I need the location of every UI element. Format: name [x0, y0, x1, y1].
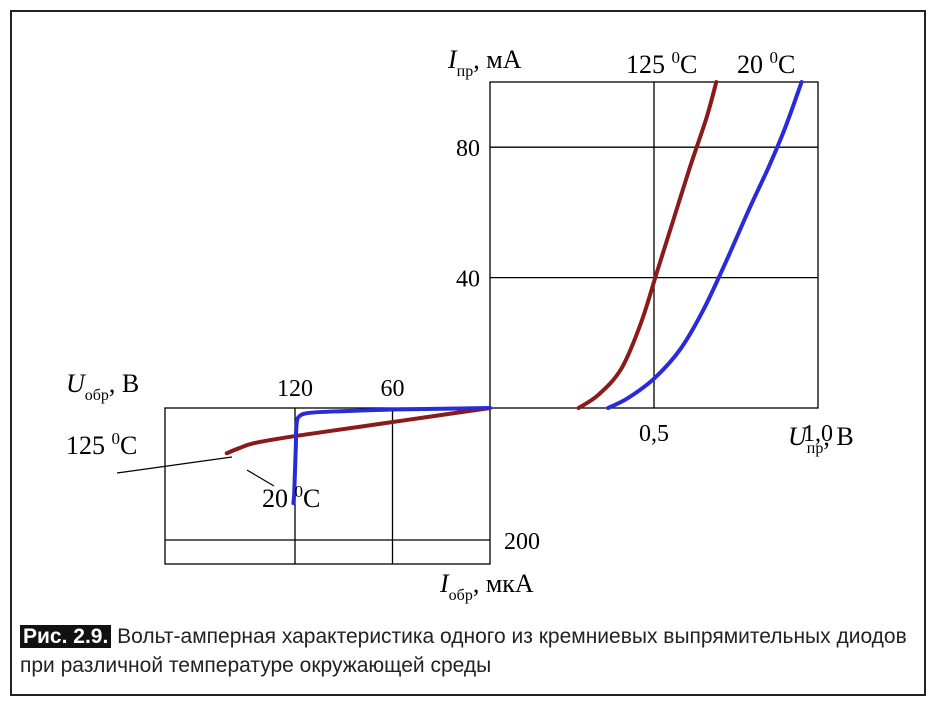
y-reverse-axis-label: Iобр, мкА [439, 569, 534, 604]
tick-labels: 0,5 1,0 40 80 60 120 200 [277, 136, 833, 555]
reverse-curve-125c [224, 406, 492, 456]
forward-x-tick-label: 1,0 [803, 421, 833, 447]
figure-caption: Рис. 2.9. Вольт-амперная характеристика … [20, 622, 920, 680]
forward-curve-20c [606, 80, 804, 410]
y-forward-axis-label: Iпр, мА [447, 45, 522, 80]
curves [224, 80, 804, 506]
reverse-x-tick-label: 120 [277, 376, 313, 402]
forward-quadrant-border [489, 81, 819, 409]
reverse-curve-20c [291, 406, 492, 506]
reverse-y-tick-label: 200 [504, 529, 540, 555]
reverse-20c-leader-line [246, 469, 275, 487]
forward-125c-label: 125 0C [626, 48, 697, 79]
reverse-x-tick-label: 60 [381, 376, 405, 402]
figure-number-label: Рис. 2.9. [20, 625, 112, 648]
x-forward-axis-label: Uпр, В [788, 422, 854, 457]
forward-y-tick-label: 40 [456, 267, 480, 293]
forward-y-tick-label: 80 [456, 136, 480, 162]
reverse-125c-leader-line [116, 456, 233, 474]
x-reverse-axis-label: Uобр, В [66, 369, 139, 404]
reverse-20c-label: 20 0C [262, 482, 320, 513]
figure-caption-text: Вольт-амперная характеристика одного из … [20, 625, 907, 677]
reverse-125c-label: 125 0C [66, 429, 137, 460]
forward-curve-125c [576, 80, 719, 410]
forward-x-tick-label: 0,5 [639, 421, 669, 447]
forward-20c-label: 20 0C [737, 48, 795, 79]
reverse-quadrant-border [164, 407, 491, 565]
figure-frame [10, 10, 926, 696]
axes [164, 81, 819, 565]
